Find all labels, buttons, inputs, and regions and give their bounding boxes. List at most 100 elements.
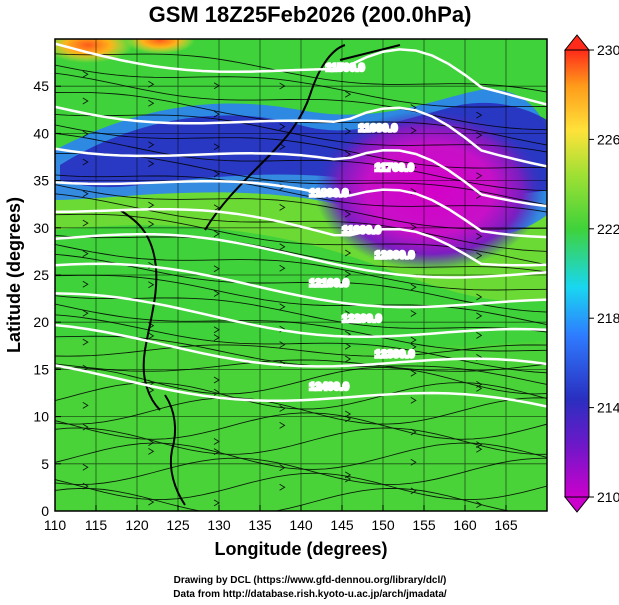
x-tick-label: 120 [125,517,149,533]
contour-label: 11700.0 [375,162,414,174]
wind-arrowhead [148,99,155,107]
coastline-philippines [164,394,186,506]
wind-arrowhead [82,158,89,166]
wind-arrowhead [82,70,89,78]
wind-arrowhead [148,386,155,394]
y-tick-label: 10 [33,409,49,425]
wind-arrowhead [344,270,352,278]
wind-arrowhead [148,141,155,149]
contour-line [55,42,547,106]
chart-title: GSM 18Z25Feb2026 (200.0hPa) [149,2,472,27]
wind-arrowhead [476,312,483,320]
x-tick-label: 115 [85,517,108,533]
wind-arrowhead [279,143,286,150]
wind-arrowhead [476,252,483,259]
wind-arrowhead [344,355,352,363]
contour-line [55,147,547,208]
wind-arrowhead [410,164,417,171]
wind-arrowhead [279,422,286,429]
wind-arrowhead [279,204,286,211]
wind-arrowhead [279,303,286,311]
wind-arrowhead [148,448,155,455]
contour-label: 11800.0 [309,188,348,200]
y-tick-label: 25 [33,267,49,283]
wind-arrowhead [476,445,483,453]
y-axis-title: Latitude (degrees) [4,197,24,353]
y-tick-label: 30 [33,220,49,236]
contour-line [55,232,547,279]
wind-arrowhead [82,190,89,198]
contour-label: 12000.0 [375,249,415,261]
warm-spot-top [125,39,195,54]
wind-arrowhead [279,483,286,491]
contour-label: 12400.0 [309,381,349,393]
wind-arrowhead [82,97,89,105]
wind-arrowhead [344,210,352,218]
wind-arrowhead [410,487,417,495]
wind-arrowhead [148,498,155,506]
x-tick-label: 150 [371,517,395,533]
colorbar-arrow-min [563,496,591,513]
contour-label: 12300.0 [375,348,415,360]
wind-arrowhead [344,150,352,158]
wind-arrowhead [410,458,417,466]
x-tick-label: 135 [248,517,272,533]
wind-arrowhead [410,428,417,436]
credit-line-2: Data from http://database.rish.kyoto-u.a… [173,589,447,600]
y-tick-label: 20 [33,314,49,330]
wind-arrowhead [410,343,417,351]
axis-ticks: 110 115 120 125 130 135 140 145 150 155 160 165 0 5 10… [33,78,517,533]
x-axis-title: Longitude (degrees) [214,539,387,559]
wind-arrowhead [82,338,89,346]
wind-arrowhead [344,342,352,350]
wind-arrowhead [476,501,483,508]
height-contours: 11500.0 11600.0 11700.0 11800.0 11900.0 12000… [55,42,547,408]
colorbar-label: 218 [597,310,619,326]
contour-line [55,207,547,267]
wind-arrowhead [410,283,417,291]
wind-arrowhead [148,322,155,329]
wind-arrowhead [82,280,89,288]
wind-arrowhead [279,123,286,130]
contour-line [55,179,547,239]
colorbar-label: 226 [597,131,619,147]
wind-arrowhead [279,341,286,348]
wind-arrowhead [148,332,155,340]
wind-arrowhead [279,464,286,471]
wind-arrowhead [82,219,89,227]
wind-arrowhead [476,111,483,119]
contour-line [55,364,547,408]
wind-arrowhead [148,220,155,228]
x-tick-label: 155 [412,517,436,533]
contour-line [55,105,547,168]
x-tick-label: 125 [166,517,190,533]
wind-arrowhead [82,250,89,257]
wind-arrowhead [82,423,89,431]
y-tick-label: 40 [33,125,49,141]
colorbar: 230 226 222 218 214 210 [563,34,619,513]
wind-arrowhead [410,127,417,134]
y-tick-label: 0 [41,503,49,519]
contour-label: 12200.0 [342,313,382,325]
plot-area: 11500.0 11600.0 11700.0 11800.0 11900.0 12000… [55,39,547,511]
wind-arrowhead [410,310,417,317]
wind-arrowhead [148,439,155,446]
cold-core [315,110,545,270]
wind-arrowhead [82,309,89,317]
wind-arrowhead [410,397,417,404]
coastline-japan [204,44,346,231]
wind-arrowhead [410,369,417,377]
wind-arrowhead [344,249,352,257]
x-tick-label: 165 [494,517,518,533]
colorbar-label: 230 [597,42,619,58]
wind-arrowhead [476,332,483,339]
wind-arrowhead [410,336,417,344]
wind-arrowhead [344,90,352,98]
wind-arrowhead [279,405,286,412]
wind-arrowhead [476,381,483,388]
y-tick-label: 5 [41,456,49,472]
wind-arrowhead [279,243,286,251]
contour-line [55,292,547,339]
wind-arrowhead [148,160,155,167]
